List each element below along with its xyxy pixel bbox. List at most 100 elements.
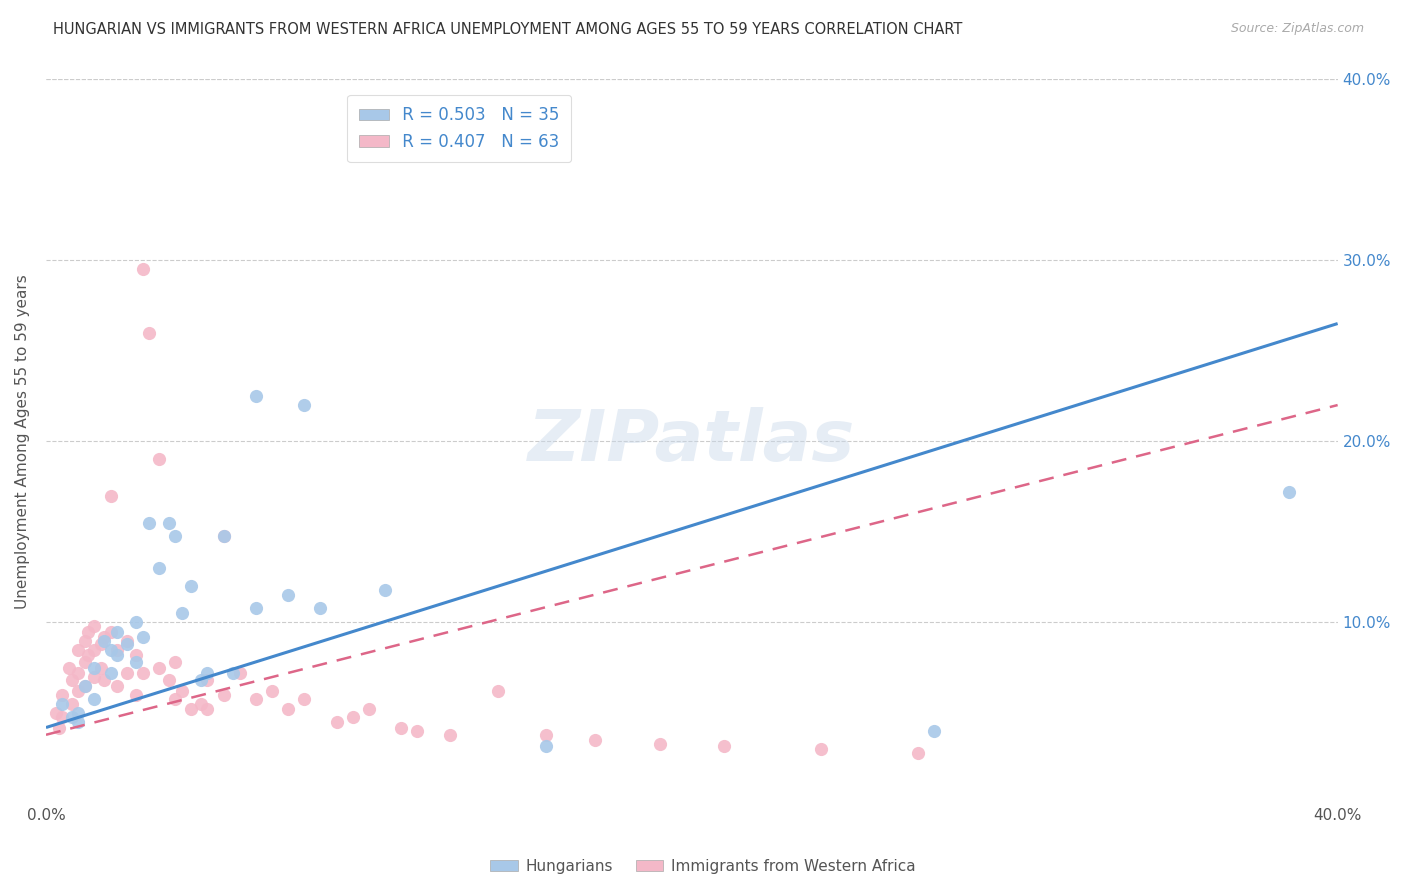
- Point: [190, 697, 212, 711]
- Point: [100, 624, 122, 639]
- Point: [245, 389, 267, 403]
- Point: [197, 666, 219, 681]
- Point: [170, 607, 193, 621]
- Point: [190, 673, 212, 688]
- Point: [60, 697, 83, 711]
- Point: [810, 742, 832, 756]
- Legend: Hungarians, Immigrants from Western Africa: Hungarians, Immigrants from Western Afri…: [484, 853, 922, 880]
- Point: [138, 326, 160, 340]
- Point: [105, 642, 128, 657]
- Point: [212, 688, 235, 702]
- Point: [212, 528, 235, 542]
- Point: [583, 733, 606, 747]
- Point: [907, 746, 929, 760]
- Point: [277, 702, 299, 716]
- Point: [132, 630, 155, 644]
- Point: [73, 679, 96, 693]
- Point: [45, 706, 67, 720]
- Point: [60, 673, 83, 688]
- Text: ZIPatlas: ZIPatlas: [529, 407, 855, 475]
- Point: [60, 709, 83, 723]
- Point: [148, 452, 170, 467]
- Point: [100, 642, 122, 657]
- Legend:  R = 0.503   N = 35,  R = 0.407   N = 63: R = 0.503 N = 35, R = 0.407 N = 63: [347, 95, 571, 162]
- Point: [180, 702, 202, 716]
- Point: [292, 398, 315, 412]
- Point: [406, 724, 429, 739]
- Point: [1278, 485, 1301, 500]
- Point: [93, 630, 115, 644]
- Point: [212, 528, 235, 542]
- Point: [157, 516, 180, 530]
- Point: [83, 670, 105, 684]
- Point: [357, 702, 380, 716]
- Point: [165, 656, 187, 670]
- Text: Source: ZipAtlas.com: Source: ZipAtlas.com: [1230, 22, 1364, 36]
- Point: [165, 691, 187, 706]
- Point: [648, 737, 671, 751]
- Text: HUNGARIAN VS IMMIGRANTS FROM WESTERN AFRICA UNEMPLOYMENT AMONG AGES 55 TO 59 YEA: HUNGARIAN VS IMMIGRANTS FROM WESTERN AFR…: [53, 22, 963, 37]
- Point: [486, 684, 509, 698]
- Point: [115, 637, 138, 651]
- Point: [83, 661, 105, 675]
- Point: [51, 688, 73, 702]
- Point: [222, 666, 245, 681]
- Point: [245, 691, 267, 706]
- Point: [325, 715, 347, 730]
- Point: [197, 702, 219, 716]
- Point: [165, 528, 187, 542]
- Point: [132, 262, 155, 277]
- Point: [83, 619, 105, 633]
- Point: [922, 724, 945, 739]
- Point: [170, 684, 193, 698]
- Point: [148, 561, 170, 575]
- Point: [374, 582, 396, 597]
- Point: [67, 684, 90, 698]
- Point: [309, 601, 332, 615]
- Point: [439, 728, 461, 742]
- Y-axis label: Unemployment Among Ages 55 to 59 years: Unemployment Among Ages 55 to 59 years: [15, 274, 30, 608]
- Point: [90, 637, 112, 651]
- Point: [77, 624, 100, 639]
- Point: [105, 624, 128, 639]
- Point: [713, 739, 735, 753]
- Point: [67, 715, 90, 730]
- Point: [228, 666, 250, 681]
- Point: [125, 648, 148, 662]
- Point: [90, 661, 112, 675]
- Point: [105, 679, 128, 693]
- Point: [58, 661, 80, 675]
- Point: [105, 648, 128, 662]
- Point: [292, 691, 315, 706]
- Point: [73, 679, 96, 693]
- Point: [132, 666, 155, 681]
- Point: [67, 642, 90, 657]
- Point: [138, 516, 160, 530]
- Point: [125, 656, 148, 670]
- Point: [73, 633, 96, 648]
- Point: [245, 601, 267, 615]
- Point: [100, 489, 122, 503]
- Point: [536, 739, 558, 753]
- Point: [115, 666, 138, 681]
- Point: [93, 633, 115, 648]
- Point: [83, 691, 105, 706]
- Point: [51, 697, 73, 711]
- Point: [77, 648, 100, 662]
- Point: [148, 661, 170, 675]
- Point: [260, 684, 283, 698]
- Point: [125, 615, 148, 630]
- Point: [180, 579, 202, 593]
- Point: [93, 673, 115, 688]
- Point: [67, 666, 90, 681]
- Point: [83, 642, 105, 657]
- Point: [51, 709, 73, 723]
- Point: [389, 721, 412, 735]
- Point: [536, 728, 558, 742]
- Point: [73, 656, 96, 670]
- Point: [48, 721, 70, 735]
- Point: [67, 706, 90, 720]
- Point: [115, 633, 138, 648]
- Point: [125, 688, 148, 702]
- Point: [197, 673, 219, 688]
